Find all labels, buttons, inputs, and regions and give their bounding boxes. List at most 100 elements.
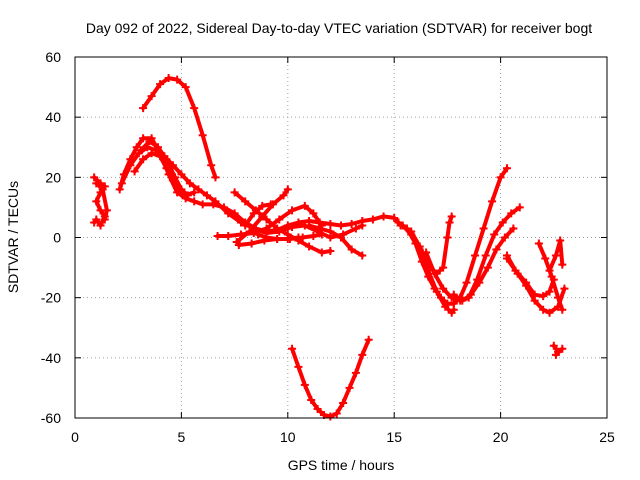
- data-point: [202, 191, 211, 200]
- data-point: [164, 74, 173, 83]
- data-point: [488, 197, 497, 206]
- data-point: [475, 278, 484, 287]
- data-point: [266, 200, 275, 209]
- data-point: [153, 143, 162, 152]
- data-point: [502, 254, 511, 263]
- series-s6: [136, 137, 192, 200]
- data-point: [262, 215, 271, 224]
- data-point: [347, 219, 356, 228]
- data-point: [147, 92, 156, 101]
- data-point: [539, 305, 548, 314]
- data-point: [213, 231, 222, 240]
- data-point: [449, 290, 458, 299]
- data-point: [224, 209, 233, 218]
- data-point: [471, 251, 480, 260]
- data-point: [198, 131, 207, 140]
- series-line: [505, 256, 567, 315]
- data-point: [315, 224, 324, 233]
- data-point: [183, 191, 192, 200]
- data-point: [139, 104, 148, 113]
- series-s2: [92, 179, 111, 224]
- data-point: [560, 284, 569, 293]
- x-tick-label: 20: [493, 429, 509, 445]
- series-line: [243, 202, 273, 228]
- data-point: [273, 235, 282, 244]
- data-point: [211, 197, 220, 206]
- data-point: [139, 134, 148, 143]
- data-point: [194, 185, 203, 194]
- data-point: [185, 179, 194, 188]
- series-s24: [545, 236, 567, 275]
- data-point: [337, 233, 345, 242]
- data-point: [126, 161, 135, 170]
- data-point: [232, 238, 241, 247]
- series-s12: [241, 200, 275, 230]
- data-point: [249, 209, 258, 218]
- data-point: [539, 292, 548, 301]
- data-point: [156, 80, 165, 89]
- data-point: [305, 221, 314, 230]
- data-point: [313, 404, 322, 413]
- data-point: [130, 167, 139, 176]
- data-point: [288, 344, 297, 353]
- data-point: [326, 247, 335, 256]
- data-point: [288, 222, 297, 231]
- y-tick-label: 0: [53, 230, 61, 246]
- series-s13: [254, 230, 303, 244]
- data-point: [258, 201, 267, 210]
- series-s7: [139, 74, 220, 182]
- data-point: [258, 212, 267, 221]
- data-point: [443, 233, 452, 242]
- data-point: [390, 213, 399, 222]
- data-point: [556, 236, 565, 245]
- data-point: [98, 185, 107, 194]
- data-point: [132, 143, 141, 152]
- data-point: [283, 235, 292, 244]
- data-point: [190, 104, 199, 113]
- data-point: [90, 218, 99, 227]
- data-point: [447, 212, 456, 221]
- y-tick-label: -20: [41, 290, 61, 306]
- data-series: [90, 74, 569, 421]
- data-point: [551, 350, 560, 359]
- data-point: [496, 173, 505, 182]
- series-s14: [288, 335, 373, 421]
- data-point: [190, 188, 199, 197]
- y-tick-label: -60: [41, 410, 61, 426]
- series-line: [547, 238, 565, 273]
- data-point: [515, 203, 524, 212]
- data-point: [337, 221, 345, 230]
- data-point: [509, 224, 518, 233]
- data-point: [364, 335, 373, 344]
- data-point: [92, 179, 101, 188]
- data-point: [339, 398, 348, 407]
- y-axis-label: SDTVAR / TECUs: [5, 181, 21, 293]
- data-point: [300, 380, 309, 389]
- data-point: [358, 221, 367, 230]
- data-point: [534, 239, 543, 248]
- data-point: [247, 239, 256, 248]
- data-point: [415, 242, 424, 251]
- data-point: [530, 296, 539, 305]
- data-point: [139, 155, 148, 164]
- x-tick-label: 25: [599, 429, 615, 445]
- data-point: [326, 412, 335, 421]
- data-point: [136, 146, 145, 155]
- series-line: [92, 175, 107, 228]
- data-point: [394, 218, 403, 227]
- data-point: [358, 350, 367, 359]
- data-point: [279, 191, 288, 200]
- chart-title: Day 092 of 2022, Sidereal Day-to-day VTE…: [86, 20, 592, 36]
- data-point: [177, 185, 186, 194]
- series-s15: [305, 221, 367, 260]
- series-line: [232, 190, 333, 255]
- data-point: [288, 206, 297, 215]
- data-point: [545, 266, 554, 275]
- data-point: [502, 164, 511, 173]
- data-point: [283, 185, 292, 194]
- data-point: [96, 221, 105, 230]
- data-point: [326, 227, 335, 236]
- series-s23: [534, 239, 567, 314]
- x-tick-label: 15: [386, 429, 402, 445]
